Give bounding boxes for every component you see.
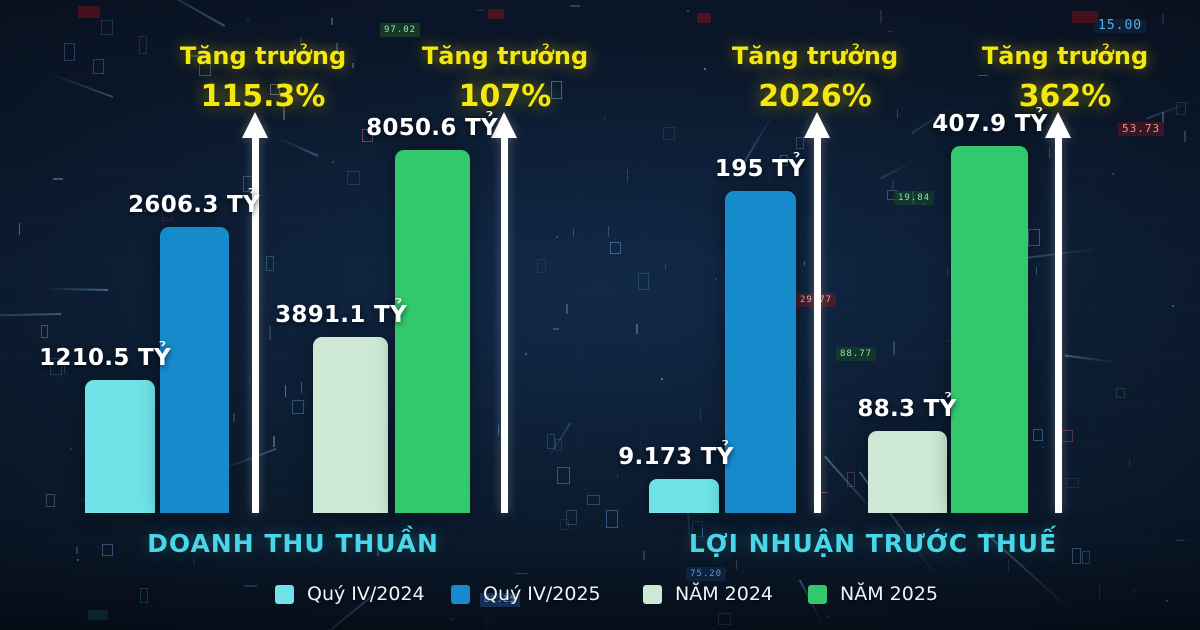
legend-swatch-icon xyxy=(808,584,827,604)
legend-swatch-icon xyxy=(451,584,470,604)
growth-annotation: Tăng trưởng 107% xyxy=(375,42,635,114)
growth-label: Tăng trưởng xyxy=(421,42,589,70)
growth-label: Tăng trưởng xyxy=(981,42,1149,70)
bar-doanh-thu-nam-2024 xyxy=(313,337,388,513)
growth-arrow-icon xyxy=(1045,112,1071,513)
bar-value-label: 3891.1 TỶ xyxy=(275,302,407,328)
growth-annotation: Tăng trưởng 115.3% xyxy=(133,42,393,114)
bg-number-badge: 53.73 xyxy=(1118,122,1165,136)
bar-value-label: 8050.6 TỶ xyxy=(366,115,498,141)
bar-value-label: 407.9 TỶ xyxy=(932,111,1048,137)
bar-loi-nhuan-quy-iv-2024 xyxy=(649,479,719,513)
bar-loi-nhuan-nam-2024 xyxy=(868,431,947,513)
bar-value-label: 2606.3 TỶ xyxy=(128,192,260,218)
growth-annotation: Tăng trưởng 2026% xyxy=(685,42,945,114)
bar-value-label: 88.3 TỶ xyxy=(857,396,957,422)
growth-percent: 362% xyxy=(1018,79,1112,114)
growth-percent: 115.3% xyxy=(200,79,326,114)
bar-loi-nhuan-nam-2025 xyxy=(951,146,1028,513)
legend-label: Quý IV/2025 xyxy=(483,583,601,605)
growth-arrow-icon xyxy=(491,112,517,513)
legend-item-quy-iv-2024: Quý IV/2024 xyxy=(275,584,425,604)
bg-number-badge: 75.20 xyxy=(686,567,727,581)
growth-label: Tăng trưởng xyxy=(179,42,347,70)
bar-value-label: 9.173 TỶ xyxy=(618,444,734,470)
group-title-loi-nhuan-truoc-thue: LỢI NHUẬN TRƯỚC THUẾ xyxy=(688,529,1058,558)
legend-label: NĂM 2025 xyxy=(840,583,938,605)
bg-number-badge: 88.77 xyxy=(836,347,877,361)
legend-item-nam-2025: NĂM 2025 xyxy=(808,584,938,604)
growth-percent: 107% xyxy=(458,79,552,114)
legend-item-nam-2024: NĂM 2024 xyxy=(643,584,773,604)
bar-doanh-thu-nam-2025 xyxy=(395,150,470,513)
legend-swatch-icon xyxy=(275,584,294,604)
legend-item-quy-iv-2025: Quý IV/2025 xyxy=(451,584,601,604)
growth-annotation: Tăng trưởng 362% xyxy=(935,42,1195,114)
growth-label: Tăng trưởng xyxy=(731,42,899,70)
bg-number-badge: 97.02 xyxy=(380,23,421,37)
bg-number-badge: 19.84 xyxy=(894,191,935,205)
group-title-doanh-thu-thuan: DOANH THU THUẦN xyxy=(147,529,439,558)
bar-doanh-thu-quy-iv-2024 xyxy=(85,380,155,513)
legend-swatch-icon xyxy=(643,584,662,604)
bar-value-label: 1210.5 TỶ xyxy=(39,345,171,371)
bar-value-label: 195 TỶ xyxy=(714,156,806,182)
growth-percent: 2026% xyxy=(758,79,872,114)
bg-number-badge: 15.00 xyxy=(1094,19,1147,33)
legend-label: Quý IV/2024 xyxy=(307,583,425,605)
legend-label: NĂM 2024 xyxy=(675,583,773,605)
